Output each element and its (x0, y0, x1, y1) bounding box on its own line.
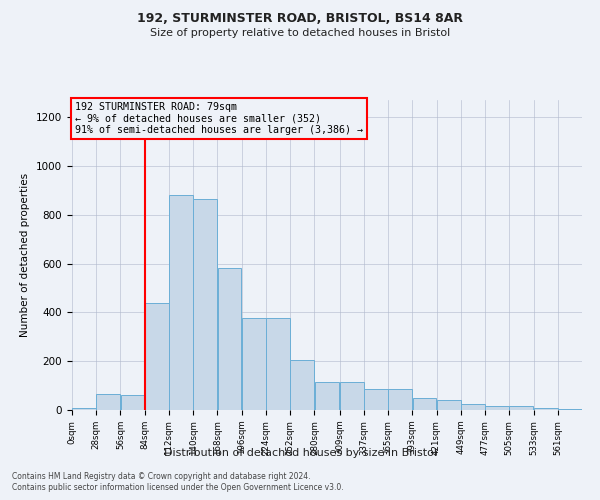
Bar (485, 406, 509, 410)
Bar (121, 396, 145, 410)
Bar (437, 400, 461, 410)
Bar (169, 195, 193, 410)
Bar (461, 404, 485, 410)
Bar (290, 360, 314, 410)
Bar (218, 268, 241, 410)
Text: Size of property relative to detached houses in Bristol: Size of property relative to detached ho… (150, 28, 450, 38)
Bar (314, 382, 340, 410)
Bar (509, 406, 533, 410)
Bar (97, 394, 120, 410)
Bar (340, 382, 364, 410)
Bar (266, 318, 290, 410)
Bar (364, 390, 388, 410)
Bar (388, 390, 412, 410)
Bar (193, 199, 217, 410)
Bar (558, 409, 582, 410)
Text: Distribution of detached houses by size in Bristol: Distribution of detached houses by size … (163, 448, 437, 458)
Text: Contains public sector information licensed under the Open Government Licence v3: Contains public sector information licen… (12, 484, 344, 492)
Bar (72, 408, 96, 410)
Bar (413, 398, 436, 410)
Bar (242, 318, 266, 410)
Y-axis label: Number of detached properties: Number of detached properties (20, 173, 31, 337)
Text: 192 STURMINSTER ROAD: 79sqm
← 9% of detached houses are smaller (352)
91% of sem: 192 STURMINSTER ROAD: 79sqm ← 9% of deta… (74, 102, 362, 134)
Text: 192, STURMINSTER ROAD, BRISTOL, BS14 8AR: 192, STURMINSTER ROAD, BRISTOL, BS14 8AR (137, 12, 463, 26)
Bar (145, 302, 169, 410)
Bar (534, 408, 557, 410)
Text: Contains HM Land Registry data © Crown copyright and database right 2024.: Contains HM Land Registry data © Crown c… (12, 472, 311, 481)
